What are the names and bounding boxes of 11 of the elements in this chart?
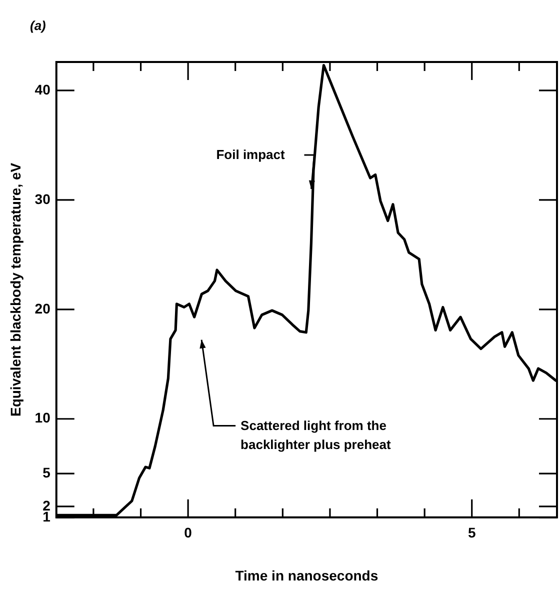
x-axis-title: Time in nanoseconds bbox=[235, 567, 378, 584]
y-axis-title: Equivalent blackbody temperature, eV bbox=[7, 162, 24, 417]
y-tick-label: 5 bbox=[42, 464, 51, 480]
y-tick-label: 10 bbox=[34, 410, 51, 426]
annotation: Scattered light from the backlighter plus preheat bbox=[240, 418, 392, 452]
annotation: Foil impact bbox=[216, 146, 286, 162]
y-tick-label: 30 bbox=[34, 190, 51, 207]
y-tick-label: 20 bbox=[34, 300, 51, 316]
chart-title: (a) bbox=[30, 18, 46, 33]
x-tick-label: 0 bbox=[184, 524, 192, 541]
y-tick-label: 40 bbox=[34, 81, 51, 98]
